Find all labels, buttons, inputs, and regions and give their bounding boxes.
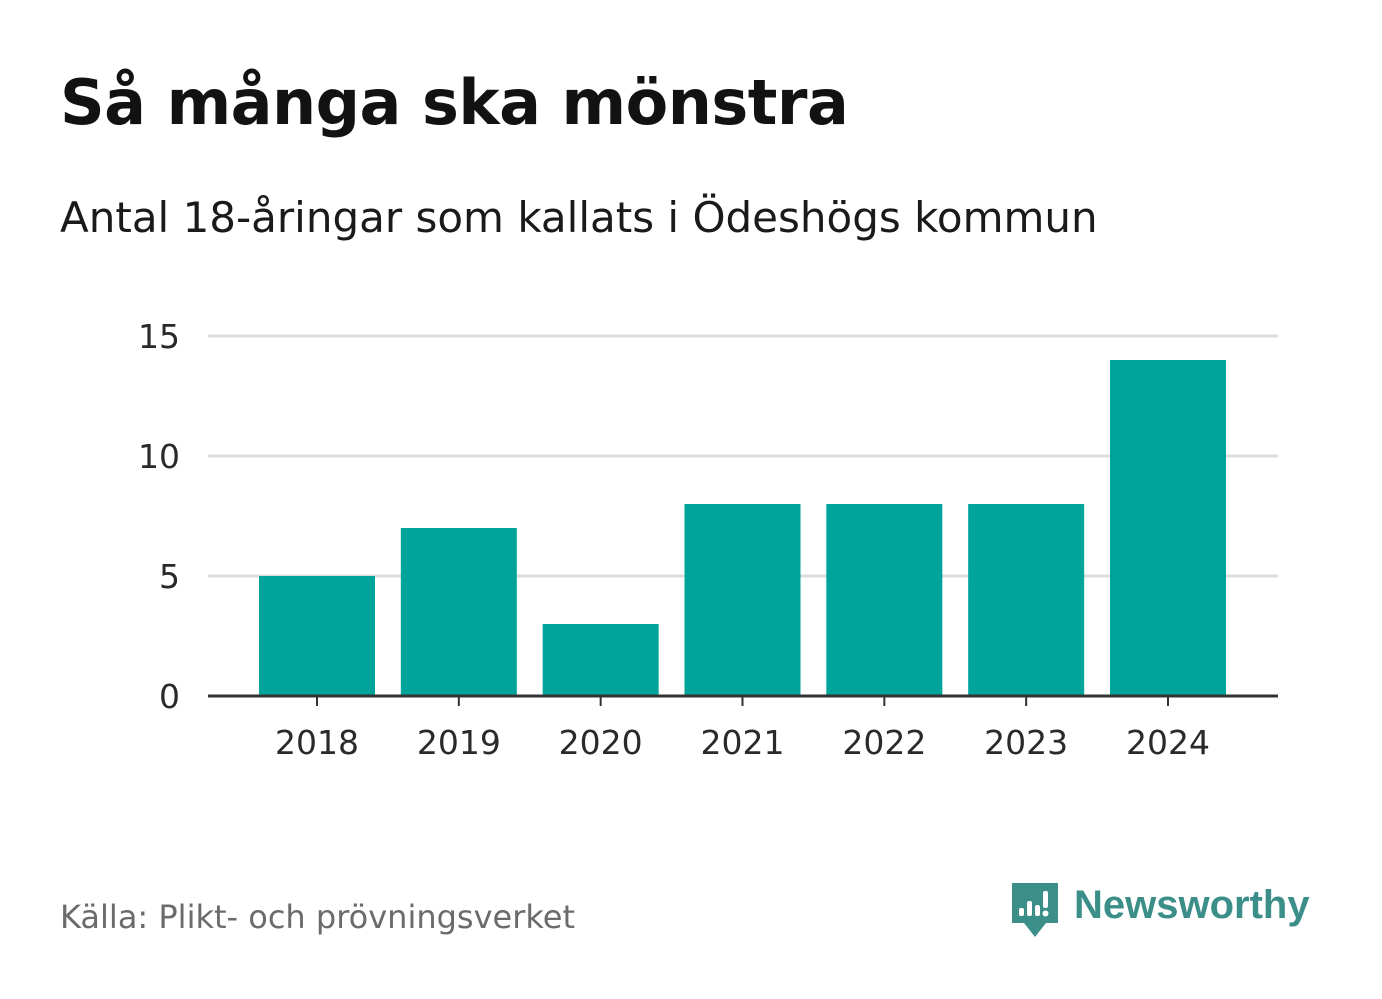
x-tick-label-2022: 2022 (842, 723, 926, 762)
y-tick-label-0: 0 (159, 677, 180, 716)
chart-subtitle: Antal 18-åringar som kallats i Ödeshögs … (60, 193, 1098, 242)
x-tick-labels: 2018 2019 2020 2021 2022 2023 2024 (275, 723, 1210, 762)
bar-2024 (1110, 360, 1226, 696)
bar-2019 (400, 528, 517, 696)
bar-2023 (968, 504, 1085, 696)
newsworthy-logo-icon (1012, 883, 1058, 937)
bars (259, 360, 1226, 696)
y-tick-labels: 0 5 10 15 (138, 317, 180, 716)
x-tick-label-2018: 2018 (275, 723, 359, 762)
y-tick-label-5: 5 (159, 557, 180, 596)
bar-2022 (826, 504, 943, 696)
x-tick-label-2024: 2024 (1126, 723, 1210, 762)
x-tick-label-2020: 2020 (559, 723, 643, 762)
brand-logo: Newsworthy (1010, 878, 1310, 942)
x-tick-label-2019: 2019 (417, 723, 501, 762)
x-tick-label-2023: 2023 (984, 723, 1068, 762)
y-tick-label-15: 15 (138, 317, 180, 356)
bar-2020 (542, 624, 659, 696)
bar-2021 (684, 504, 801, 696)
brand-name: Newsworthy (1074, 882, 1310, 927)
axes (208, 694, 1278, 706)
source-note: Källa: Plikt- och prövningsverket (60, 898, 575, 936)
chart-title: Så många ska mönstra (60, 66, 849, 139)
y-tick-label-10: 10 (138, 437, 180, 476)
bar-2018 (259, 576, 375, 696)
x-tick-label-2021: 2021 (701, 723, 785, 762)
